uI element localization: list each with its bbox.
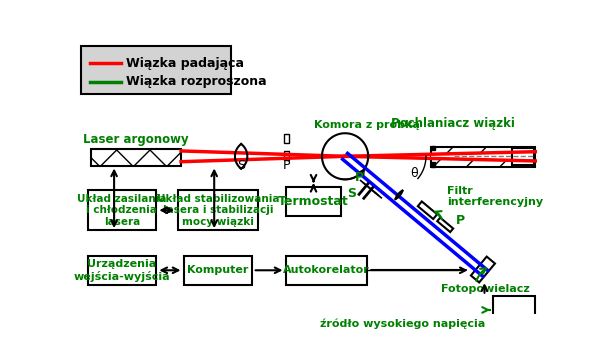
Text: Wiązka rozproszona: Wiązka rozproszona — [126, 75, 266, 88]
Bar — [88, 256, 155, 285]
Polygon shape — [437, 218, 453, 232]
Text: Komputer: Komputer — [188, 265, 249, 275]
Bar — [286, 256, 367, 285]
Text: θ: θ — [411, 167, 418, 180]
Text: Laser argonowy: Laser argonowy — [83, 133, 189, 146]
Bar — [431, 147, 535, 167]
Bar — [284, 134, 289, 143]
Text: Filtr
interferencyjny: Filtr interferencyjny — [446, 186, 543, 207]
Bar — [512, 148, 534, 165]
Text: Termostat: Termostat — [278, 195, 349, 208]
Text: Urządzenia
wejścia-wyjścia: Urządzenia wejścia-wyjścia — [73, 259, 170, 282]
Bar — [91, 149, 181, 166]
Bar — [178, 190, 258, 230]
Bar — [431, 162, 435, 167]
Text: źródło wysokiego napięcia: źródło wysokiego napięcia — [320, 318, 485, 329]
Text: Układ stabilizowania
lasera i stabilizacji
mocy wiązki: Układ stabilizowania lasera i stabilizac… — [157, 193, 280, 227]
Bar — [81, 46, 231, 94]
Text: P: P — [283, 160, 290, 173]
Text: Układ zasilania
i chłodzenia
lasera: Układ zasilania i chłodzenia lasera — [77, 193, 166, 227]
Text: Pochlaniacz wiązki: Pochlaniacz wiązki — [391, 117, 515, 130]
Bar — [88, 190, 155, 230]
Text: Autokorelator: Autokorelator — [283, 265, 370, 275]
Text: P: P — [355, 171, 364, 184]
Bar — [286, 187, 341, 216]
Polygon shape — [418, 202, 437, 219]
Bar — [284, 151, 289, 160]
Bar — [431, 145, 435, 150]
Bar — [184, 256, 252, 285]
Polygon shape — [471, 257, 495, 282]
Text: Wiązka padająca: Wiązka padająca — [126, 56, 244, 70]
Bar — [493, 297, 535, 323]
Text: P: P — [456, 215, 465, 227]
Text: S: S — [347, 187, 356, 200]
Text: Komora z próbką: Komora z próbką — [315, 120, 420, 130]
Text: S: S — [237, 159, 245, 172]
Text: Fotopowielacz: Fotopowielacz — [440, 284, 529, 294]
Bar — [431, 153, 535, 160]
